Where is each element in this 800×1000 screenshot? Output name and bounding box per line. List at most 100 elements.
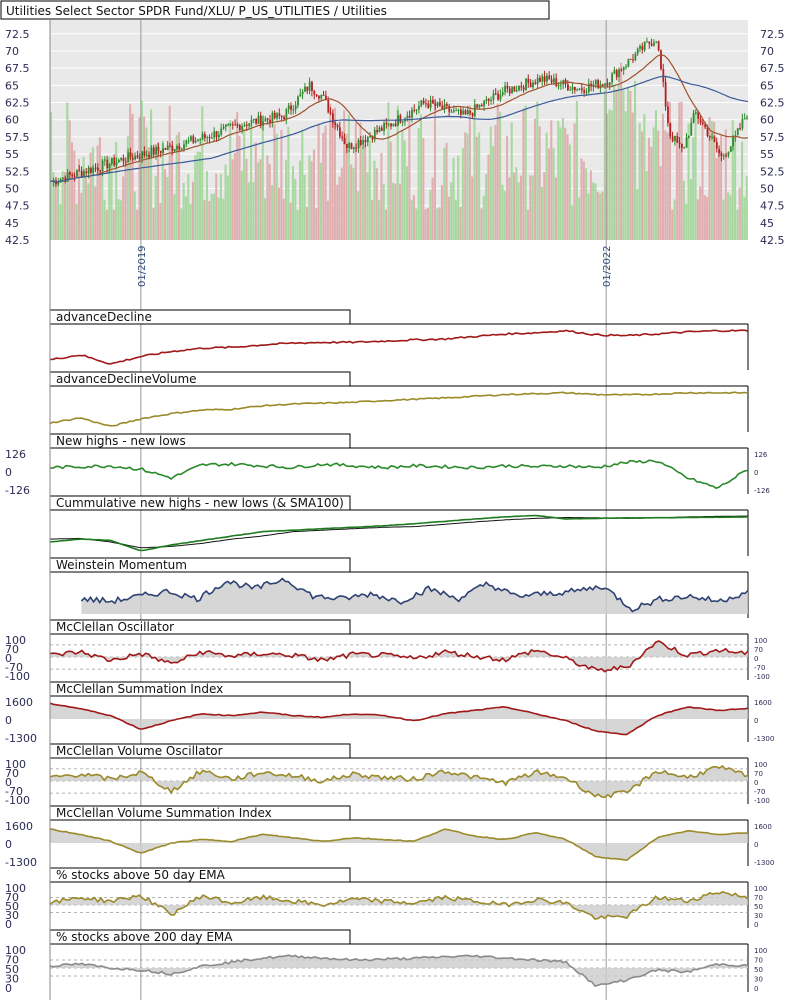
volume-bar — [77, 159, 81, 240]
volume-bar — [352, 167, 355, 240]
price-y-tick-right: 50 — [760, 182, 774, 195]
volume-bar — [447, 196, 450, 240]
candle-body — [720, 153, 723, 157]
indicator-panel: Cummulative new highs - new lows (& SMA1… — [49, 495, 749, 556]
candle-body — [536, 77, 539, 84]
indicator-y-tick-right: -70 — [754, 664, 765, 672]
volume-bar — [257, 162, 260, 240]
volume-bar — [129, 104, 132, 240]
candle-body — [110, 157, 113, 164]
volume-bar — [550, 120, 553, 240]
volume-bar — [494, 125, 497, 240]
volume-bar — [613, 84, 616, 240]
candle-body — [483, 100, 486, 107]
price-y-tick-right: 52.5 — [760, 165, 785, 178]
volume-bar — [201, 106, 204, 241]
volume-bar — [450, 182, 453, 240]
candle-body — [190, 136, 192, 141]
candle-body — [215, 131, 218, 138]
indicator-y-tick-left: 50 — [5, 963, 19, 976]
candle-body — [248, 123, 251, 126]
candle-body — [648, 41, 651, 44]
candle-body — [427, 103, 430, 108]
indicator-y-tick-left: -126 — [5, 484, 30, 497]
indicator-y-tick-left: 30 — [5, 909, 19, 922]
volume-bar — [543, 172, 546, 240]
candle-body — [494, 93, 497, 95]
indicator-y-tick-left: 70 — [5, 767, 19, 780]
volume-bar — [627, 88, 630, 241]
candle-body — [699, 118, 702, 123]
indicator-title: McClellan Oscillator — [56, 620, 174, 634]
candle-body — [520, 85, 523, 88]
volume-bar — [645, 170, 648, 240]
candle-body — [485, 99, 488, 101]
candle-body — [664, 81, 667, 107]
candle-body — [515, 90, 518, 92]
indicator-y-tick-right: 70 — [754, 646, 763, 654]
indicator-y-tick-left: 100 — [5, 634, 26, 647]
candle-body — [625, 66, 627, 68]
volume-bar — [375, 168, 378, 240]
candle-body — [529, 82, 532, 88]
candle-body — [446, 104, 448, 106]
volume-bar — [401, 130, 404, 240]
candle-body — [262, 121, 265, 126]
volume-bar — [131, 113, 134, 240]
candle-body — [669, 122, 672, 137]
candle-body — [546, 75, 548, 82]
candle-body — [473, 104, 476, 116]
candle-body — [287, 105, 290, 110]
candle-body — [601, 84, 604, 86]
candle-body — [80, 170, 83, 177]
candle-body — [211, 137, 213, 139]
candle-body — [380, 127, 383, 131]
candle-body — [222, 126, 225, 129]
volume-bar — [482, 195, 485, 240]
volume-bar — [557, 120, 560, 240]
volume-bar — [659, 166, 662, 240]
volume-bar — [317, 123, 320, 240]
sma-short-line — [49, 54, 749, 183]
candle-body — [364, 140, 367, 143]
volume-bar — [489, 126, 492, 240]
volume-bar — [392, 182, 395, 240]
indicator-y-tick-right: 100 — [754, 885, 767, 893]
volume-bar — [680, 101, 683, 240]
indicator-y-tick-right: -126 — [754, 487, 770, 495]
candle-body — [159, 150, 162, 153]
volume-bar — [582, 161, 585, 240]
indicator-y-tick-left: 0 — [5, 652, 12, 665]
candle-body — [527, 78, 530, 83]
candle-body — [511, 86, 513, 94]
candle-body — [252, 118, 255, 120]
candle-body — [594, 80, 597, 85]
indicator-title: Cummulative new highs - new lows (& SMA1… — [56, 496, 344, 510]
volume-bar — [405, 166, 409, 240]
volume-bar — [475, 136, 478, 240]
volume-bar — [554, 177, 557, 240]
candle-body — [462, 110, 465, 115]
candle-body — [113, 157, 116, 166]
volume-bar — [312, 149, 316, 240]
volume-bar — [117, 199, 120, 240]
candle-body — [432, 99, 434, 104]
volume-bar — [75, 204, 78, 240]
volume-bar — [610, 110, 613, 241]
volume-bar — [150, 109, 153, 240]
volume-bar — [324, 125, 327, 240]
price-y-tick-right: 45 — [760, 217, 774, 230]
indicator-y-tick-right: 50 — [754, 966, 763, 974]
candle-body — [681, 143, 683, 148]
volume-bar — [696, 199, 699, 240]
candle-body — [455, 110, 458, 112]
volume-bar — [296, 209, 299, 240]
price-title-box — [0, 0, 550, 20]
candle-body — [366, 136, 369, 143]
volume-bar — [561, 118, 564, 240]
candle-body — [450, 111, 453, 113]
volume-bar — [682, 180, 685, 240]
candle-body — [108, 163, 111, 169]
volume-bar — [229, 120, 232, 240]
volume-bar — [715, 158, 718, 240]
